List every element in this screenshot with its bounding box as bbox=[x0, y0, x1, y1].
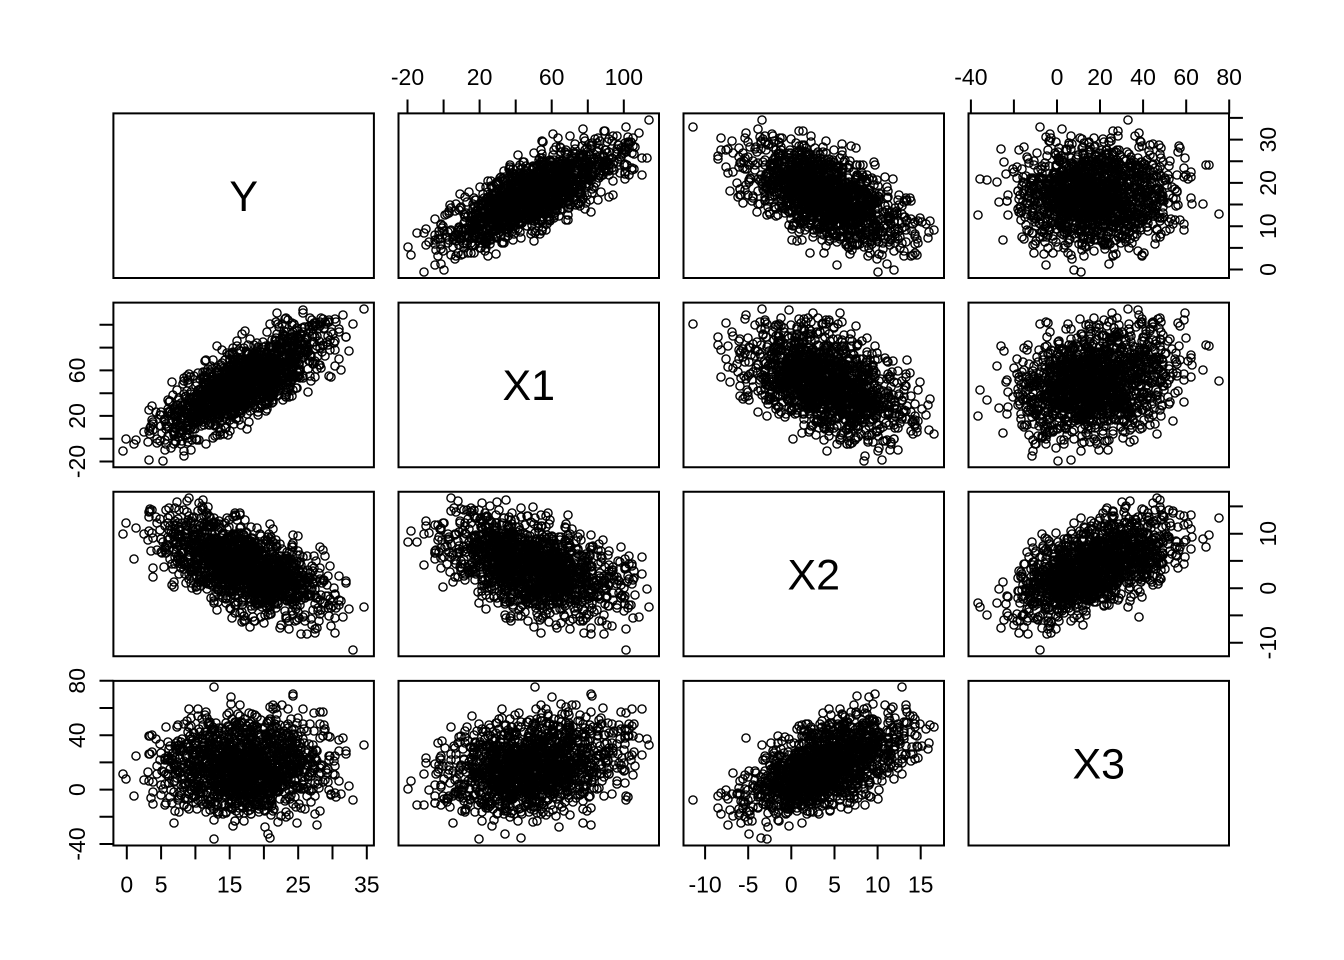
svg-text:60: 60 bbox=[539, 64, 565, 90]
svg-text:-5: -5 bbox=[738, 872, 758, 898]
svg-text:0: 0 bbox=[64, 783, 90, 796]
svg-text:Y: Y bbox=[229, 173, 258, 221]
svg-text:10: 10 bbox=[1255, 521, 1281, 547]
svg-text:X2: X2 bbox=[787, 551, 840, 599]
svg-text:20: 20 bbox=[1255, 170, 1281, 196]
svg-text:-10: -10 bbox=[688, 872, 721, 898]
svg-text:X3: X3 bbox=[1072, 741, 1125, 789]
svg-text:80: 80 bbox=[64, 668, 90, 694]
svg-text:60: 60 bbox=[64, 358, 90, 384]
svg-text:40: 40 bbox=[1130, 64, 1156, 90]
svg-text:5: 5 bbox=[155, 872, 168, 898]
svg-text:5: 5 bbox=[828, 872, 841, 898]
svg-text:10: 10 bbox=[1255, 213, 1281, 239]
svg-text:40: 40 bbox=[64, 722, 90, 748]
svg-text:60: 60 bbox=[1173, 64, 1199, 90]
svg-text:20: 20 bbox=[1087, 64, 1113, 90]
svg-text:100: 100 bbox=[605, 64, 643, 90]
svg-text:0: 0 bbox=[120, 872, 133, 898]
svg-text:35: 35 bbox=[354, 872, 380, 898]
svg-text:-20: -20 bbox=[64, 445, 90, 478]
svg-text:0: 0 bbox=[1255, 582, 1281, 595]
svg-text:-10: -10 bbox=[1255, 626, 1281, 659]
svg-text:-40: -40 bbox=[954, 64, 987, 90]
svg-text:0: 0 bbox=[1255, 263, 1281, 276]
svg-text:10: 10 bbox=[865, 872, 891, 898]
svg-text:80: 80 bbox=[1216, 64, 1242, 90]
svg-text:15: 15 bbox=[217, 872, 243, 898]
svg-text:-20: -20 bbox=[391, 64, 424, 90]
svg-text:15: 15 bbox=[908, 872, 934, 898]
svg-text:20: 20 bbox=[64, 403, 90, 429]
svg-text:30: 30 bbox=[1255, 127, 1281, 153]
svg-text:25: 25 bbox=[285, 872, 311, 898]
svg-text:0: 0 bbox=[785, 872, 798, 898]
svg-text:X1: X1 bbox=[502, 362, 555, 410]
svg-text:0: 0 bbox=[1051, 64, 1064, 90]
svg-text:-40: -40 bbox=[64, 827, 90, 860]
svg-text:20: 20 bbox=[467, 64, 493, 90]
